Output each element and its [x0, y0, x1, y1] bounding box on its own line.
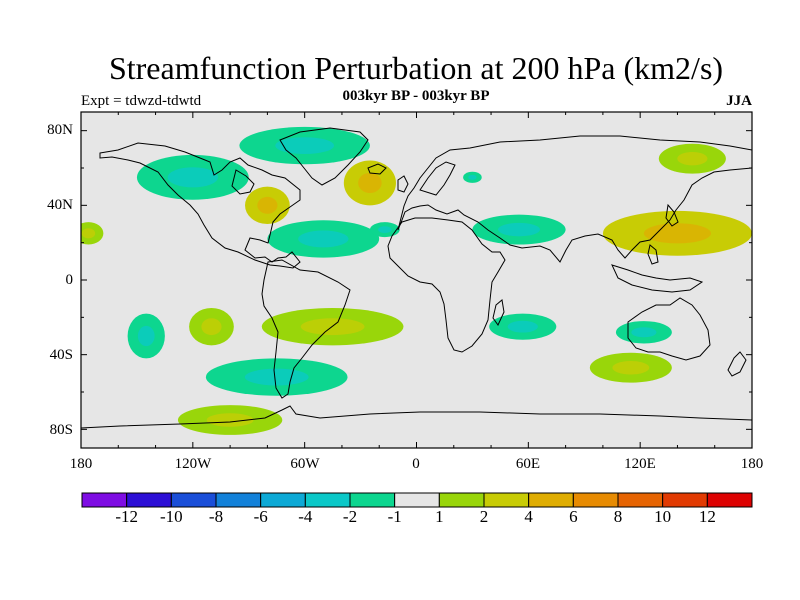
colorbar-cell	[662, 492, 708, 508]
axis-ticks	[80, 112, 753, 448]
anomaly-core	[167, 167, 218, 188]
period-label: 003kyr BP - 003kyr BP	[342, 88, 490, 104]
chart-title: Streamfunction Perturbation at 200 hPa (…	[108, 50, 724, 86]
lat-tick-label: 80N	[47, 122, 73, 138]
colorbar-label: 2	[479, 507, 489, 526]
lon-tick-label: 120W	[174, 456, 212, 472]
lon-tick-label: 60W	[290, 456, 320, 472]
anomaly-core	[298, 230, 349, 248]
anomaly-core	[631, 327, 657, 338]
colorbar-label: -1	[387, 507, 402, 526]
lat-tick-label: 80S	[49, 422, 73, 438]
colorbar-cell	[215, 492, 262, 508]
lat-tick-label: 40N	[47, 197, 73, 213]
coastline-australia	[627, 297, 711, 361]
colorbar-cell	[438, 492, 485, 508]
anomaly-core	[498, 222, 540, 237]
anomaly-core	[206, 413, 254, 427]
colorbar	[81, 492, 753, 508]
lon-tick-label: 120E	[624, 456, 656, 472]
coastline-hudson-bay	[231, 169, 255, 195]
lon-tick-label: 180	[740, 456, 764, 472]
colorbar-cell	[617, 492, 664, 508]
colorbar-cell	[260, 492, 306, 508]
coastline-iceland	[367, 163, 387, 175]
lat-tick-label: 40S	[49, 347, 73, 363]
anomaly-core	[81, 228, 96, 239]
colorbar-cell	[81, 492, 128, 508]
anomaly-core	[612, 361, 650, 375]
colorbar-cell	[706, 492, 753, 508]
coastline-greenland	[279, 127, 369, 186]
colorbar-label: 4	[524, 507, 533, 526]
coastline-japan	[665, 203, 679, 227]
coastline-british-isles	[397, 175, 409, 193]
anomaly-core	[378, 226, 392, 233]
colorbar-label: 8	[613, 507, 623, 526]
coastline-indonesia	[611, 264, 704, 293]
coastline-madagascar	[492, 299, 505, 326]
coastline-antarctica	[81, 405, 752, 429]
coastline-new-zealand	[727, 351, 747, 377]
anomaly-core	[677, 151, 708, 166]
coastline-africa	[387, 217, 506, 353]
anomaly-core	[201, 318, 222, 336]
colorbar-label: -8	[208, 507, 224, 526]
colorbar-cell	[349, 492, 396, 508]
anomaly-core	[257, 196, 278, 214]
colorbar-label: -10	[159, 507, 183, 526]
coastline-scandinavia	[419, 161, 456, 196]
colorbar-cell	[304, 492, 351, 508]
anomaly-core	[275, 137, 335, 155]
colorbar-label: 12	[698, 507, 716, 526]
colorbar-label: 6	[569, 507, 578, 526]
colorbar-label: 10	[654, 507, 672, 526]
colorbar-label: 1	[435, 507, 444, 526]
coastlines	[81, 127, 752, 429]
anomaly-core	[358, 172, 382, 194]
anomaly-core	[244, 368, 309, 386]
colorbar-cell	[528, 492, 574, 508]
coastline-philippines	[647, 244, 659, 265]
colorbar-cell	[126, 492, 172, 508]
coastline-north-america	[99, 142, 301, 269]
anomaly-core	[643, 223, 711, 244]
colorbar-label: -6	[253, 507, 268, 526]
experiment-label: Expt = tdwzd-tdwtd	[81, 93, 202, 109]
lon-tick-label: 0	[412, 456, 420, 472]
lat-tick-label: 0	[65, 272, 74, 288]
colorbar-label: -2	[342, 507, 358, 526]
colorbar-label: -12	[115, 507, 138, 526]
lon-tick-label: 180	[69, 456, 93, 472]
anomaly-core	[468, 174, 477, 180]
lon-tick-label: 60E	[515, 456, 541, 472]
coastline-eurasia	[397, 135, 752, 263]
colorbar-cell	[394, 492, 440, 508]
season-label: JJA	[726, 93, 752, 109]
colorbar-label: -4	[298, 507, 313, 526]
coastline-south-america	[261, 259, 351, 399]
colorbar-cell	[572, 492, 619, 508]
colorbar-cell	[170, 492, 217, 508]
anomaly-core	[137, 325, 155, 347]
colorbar-cell	[483, 492, 530, 508]
anomaly-core	[507, 320, 538, 333]
